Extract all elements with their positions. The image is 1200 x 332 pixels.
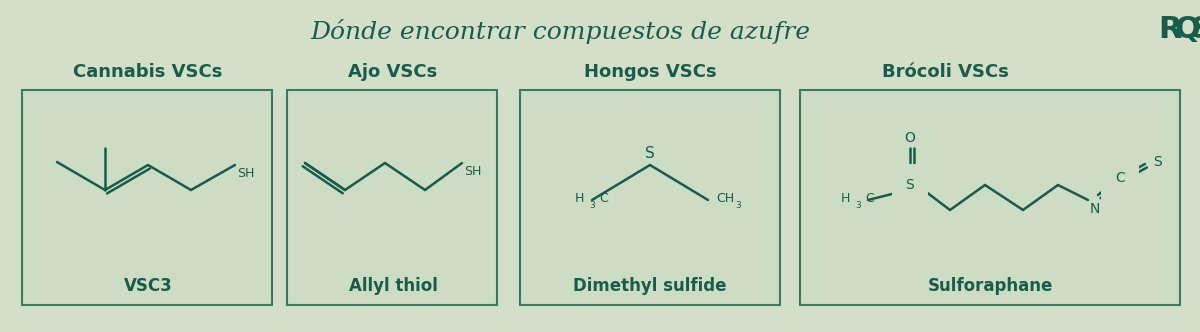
Text: Ajo VSCs: Ajo VSCs: [348, 63, 438, 81]
Text: H: H: [841, 192, 850, 205]
Text: N: N: [1090, 202, 1100, 216]
Text: S: S: [1190, 16, 1200, 44]
Text: Q: Q: [1174, 16, 1200, 44]
Bar: [287, 90, 497, 305]
Text: Hongos VSCs: Hongos VSCs: [583, 63, 716, 81]
Text: S: S: [646, 146, 655, 161]
Text: C: C: [865, 192, 874, 205]
Text: 3: 3: [734, 201, 740, 209]
Text: S: S: [1153, 155, 1162, 169]
Text: C: C: [599, 193, 607, 206]
Bar: [800, 90, 1180, 305]
Text: VSC3: VSC3: [124, 277, 173, 295]
Text: H: H: [575, 193, 584, 206]
Text: Cannabis VSCs: Cannabis VSCs: [73, 63, 223, 81]
Text: SH: SH: [464, 165, 481, 178]
Text: 3: 3: [856, 201, 860, 209]
Text: 3: 3: [589, 201, 595, 209]
Bar: [22, 90, 272, 305]
Text: SH: SH: [238, 167, 254, 180]
Bar: [520, 90, 780, 305]
Text: S: S: [906, 178, 914, 192]
Text: Allyl thiol: Allyl thiol: [348, 277, 438, 295]
Text: Dimethyl sulfide: Dimethyl sulfide: [574, 277, 727, 295]
Text: Sulforaphane: Sulforaphane: [928, 277, 1052, 295]
Text: Dónde encontrar compuestos de azufre: Dónde encontrar compuestos de azufre: [310, 20, 810, 44]
Text: C: C: [1115, 171, 1124, 185]
Text: Brócoli VSCs: Brócoli VSCs: [882, 63, 1008, 81]
Text: O: O: [905, 131, 916, 145]
Text: CH: CH: [716, 193, 734, 206]
Text: R: R: [1158, 16, 1182, 44]
